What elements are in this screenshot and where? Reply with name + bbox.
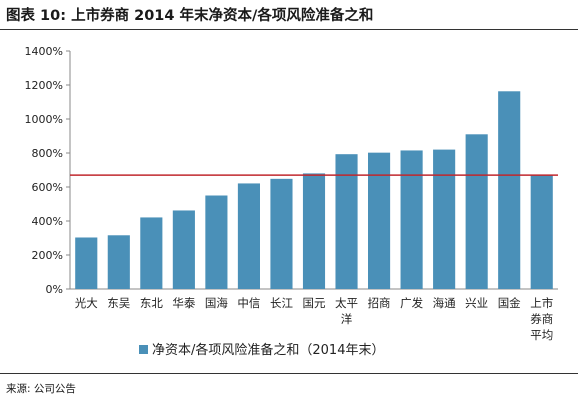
x-tick-label: 华泰 bbox=[172, 296, 195, 310]
bar-上市券商平均 bbox=[530, 175, 553, 289]
bar-中信 bbox=[237, 183, 260, 289]
title-divider bbox=[0, 29, 578, 30]
legend-swatch bbox=[139, 345, 148, 354]
bar-国金 bbox=[498, 91, 521, 289]
bar-海通 bbox=[433, 149, 456, 289]
bar-国海 bbox=[205, 195, 228, 289]
chart-title: 图表 10: 上市券商 2014 年末净资本/各项风险准备之和 bbox=[6, 8, 374, 24]
x-tick-label: 海通 bbox=[433, 296, 456, 310]
bar-华泰 bbox=[172, 210, 195, 289]
x-tick-label: 上市券商平均 bbox=[530, 296, 553, 342]
source-note: 来源: 公司公告 bbox=[6, 383, 76, 395]
x-tick-label: 国元 bbox=[303, 296, 326, 310]
bar-国元 bbox=[302, 173, 326, 289]
y-tick-label: 400% bbox=[32, 215, 63, 228]
y-tick-label: 1400% bbox=[25, 45, 63, 58]
legend-label: 净资本/各项风险准备之和（2014年末） bbox=[152, 342, 384, 358]
x-tick-label: 中信 bbox=[237, 296, 260, 310]
y-tick-label: 1200% bbox=[25, 79, 63, 92]
x-tick-label: 国海 bbox=[205, 296, 228, 310]
x-tick-label: 广发 bbox=[400, 296, 423, 310]
x-tick-label: 光大 bbox=[75, 296, 98, 310]
x-tick-label: 兴业 bbox=[465, 296, 488, 310]
source-divider bbox=[0, 373, 578, 374]
bar-长江 bbox=[270, 178, 293, 289]
x-tick-label: 东北 bbox=[140, 296, 163, 310]
y-tick-label: 600% bbox=[32, 181, 63, 194]
x-tick-label: 东吴 bbox=[107, 296, 130, 310]
y-tick-label: 200% bbox=[32, 249, 63, 262]
bar-招商 bbox=[368, 152, 391, 289]
bar-太平洋 bbox=[335, 154, 358, 289]
legend: 净资本/各项风险准备之和（2014年末） bbox=[139, 342, 384, 358]
x-tick-label: 国金 bbox=[498, 296, 521, 310]
y-tick-label: 1000% bbox=[25, 113, 63, 126]
y-tick-label: 0% bbox=[46, 283, 63, 296]
bar-广发 bbox=[400, 150, 423, 289]
bar-东北 bbox=[140, 217, 163, 289]
x-tick-label: 招商 bbox=[368, 296, 391, 310]
y-tick-label: 800% bbox=[32, 147, 63, 160]
bar-光大 bbox=[75, 237, 98, 289]
bar-东吴 bbox=[107, 235, 130, 289]
x-tick-label: 长江 bbox=[270, 296, 293, 310]
bar-兴业 bbox=[465, 134, 488, 289]
x-tick-label: 太平洋 bbox=[335, 296, 358, 326]
